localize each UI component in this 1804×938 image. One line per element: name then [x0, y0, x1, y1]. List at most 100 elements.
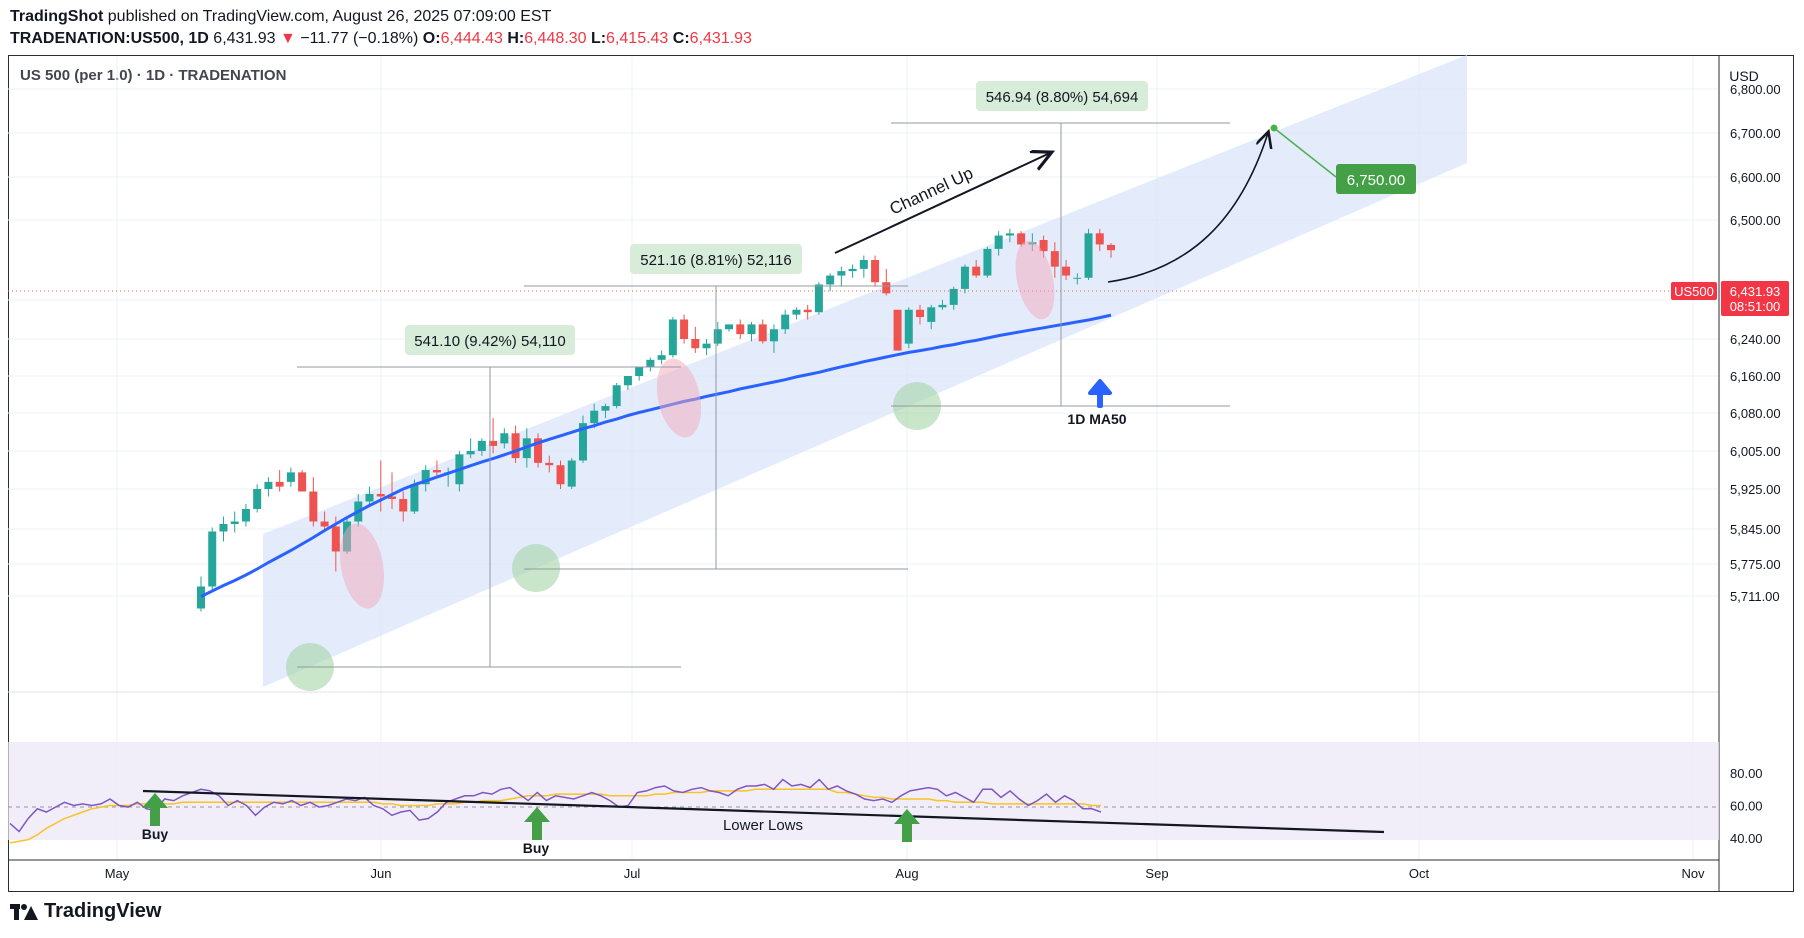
candle-body — [994, 235, 1003, 249]
candle-body — [848, 268, 857, 272]
candle-body — [286, 472, 295, 482]
symbol-badge — [1671, 282, 1717, 300]
rsi-axis[interactable]: 80.00 60.00 40.00 — [1730, 766, 1763, 846]
candle-body — [590, 410, 599, 424]
price-badge-value: 6,431.93 — [1730, 284, 1781, 299]
high-value: 6,448.30 — [524, 30, 587, 47]
candle-body — [399, 499, 408, 512]
candle-body — [264, 481, 273, 489]
candle-body — [1084, 233, 1093, 278]
bottom-highlight-2 — [512, 544, 560, 592]
candle-body — [803, 309, 812, 313]
buy-label-2: Buy — [523, 840, 550, 856]
symbol-badge-text: US500 — [1674, 284, 1714, 299]
tradingview-logo-text: TradingView — [44, 900, 162, 922]
candle-body — [432, 470, 441, 473]
publish-text: published on TradingView.com, August 26,… — [107, 8, 552, 25]
ma50-label: 1D MA50 — [1067, 411, 1126, 427]
candle-body — [646, 359, 655, 367]
price-tick-label: 5,711.00 — [1730, 589, 1780, 604]
candle-body — [668, 319, 677, 356]
candle-body — [859, 260, 868, 269]
candle-body — [927, 307, 936, 322]
candle-body — [747, 324, 756, 335]
lower-lows-trendline — [142, 789, 1385, 834]
candle-body — [781, 314, 790, 330]
time-axis[interactable]: May Jun Jul Aug Sep Oct Nov — [105, 866, 1705, 881]
price-tick-label: 6,080.00 — [1730, 406, 1781, 421]
candle-body — [916, 309, 925, 318]
candle-body — [657, 355, 666, 360]
candle-body — [983, 248, 992, 276]
top-highlight-1 — [340, 523, 384, 609]
candle-body — [949, 288, 958, 305]
open-value: 6,444.43 — [440, 30, 503, 47]
candle-body — [814, 284, 823, 313]
candle-body — [500, 433, 509, 444]
measure-tool-3[interactable] — [891, 122, 1230, 407]
top-highlight-2 — [656, 358, 702, 438]
low-label: L: — [590, 30, 607, 47]
candle-body — [601, 406, 610, 411]
chart-header: TradingShot published on TradingView.com… — [10, 6, 752, 50]
measure-label-3: 546.94 (8.80%) 54,694 — [986, 89, 1139, 106]
low-value: 6,415.43 — [606, 30, 669, 47]
measure-tool-1[interactable] — [297, 366, 681, 668]
candle-body — [612, 385, 621, 407]
projection-curve — [1107, 133, 1268, 283]
top-highlight-3 — [1015, 240, 1055, 320]
candle-body — [702, 343, 711, 349]
measure-tool-2[interactable] — [524, 285, 908, 570]
grid-lines — [8, 57, 1719, 859]
candle-body — [241, 509, 250, 522]
chart-frame — [8, 55, 1794, 892]
candle-body — [466, 451, 475, 455]
rsi-ma-line — [9, 788, 1101, 844]
candle-body — [882, 282, 891, 294]
candle-body — [826, 275, 835, 285]
price-tick-label: 5,845.00 — [1730, 522, 1781, 537]
candle-body — [376, 494, 385, 497]
candle-body — [1107, 244, 1115, 251]
time-tick-label: Jun — [371, 866, 392, 881]
high-label: H: — [507, 30, 525, 47]
tradingview-logo[interactable]: TradingView — [10, 900, 161, 923]
target-box — [1336, 164, 1416, 194]
candle-body — [960, 266, 969, 289]
candle-body — [253, 489, 262, 509]
measure-box-3 — [976, 81, 1148, 111]
price-badge — [1721, 281, 1789, 316]
candle-body — [1039, 240, 1048, 252]
rsi-tick-label: 40.00 — [1730, 831, 1763, 846]
buy-arrow-icon-1 — [142, 793, 168, 826]
price-tick-label: 6,005.00 — [1730, 444, 1781, 459]
change-arrow-icon: ▼ — [280, 30, 296, 47]
publish-line: TradingShot published on TradingView.com… — [10, 6, 752, 28]
time-tick-label: Jul — [624, 866, 641, 881]
candle-body — [893, 309, 902, 351]
price-tick-label: 5,775.00 — [1730, 557, 1781, 572]
price-tick-label: 6,160.00 — [1730, 369, 1781, 384]
candle-body — [1095, 233, 1104, 245]
tradingview-logo-icon — [10, 903, 38, 920]
candle-body — [320, 521, 329, 527]
price-axis[interactable]: 6,800.006,700.006,600.006,500.006,320.00… — [1730, 82, 1781, 604]
channel-up-band — [263, 55, 1467, 687]
currency-label[interactable]: USD — [1729, 68, 1759, 84]
candle-body — [208, 531, 217, 587]
candle-body — [623, 376, 632, 386]
candle-body — [578, 423, 587, 461]
candle-body — [904, 309, 913, 344]
time-tick-label: May — [105, 866, 130, 881]
rsi-tick-label: 80.00 — [1730, 766, 1763, 781]
publisher-name[interactable]: TradingShot — [10, 8, 104, 25]
time-tick-label: Nov — [1681, 866, 1705, 881]
candle-body — [556, 465, 565, 485]
candle-body — [972, 266, 981, 276]
symbol-interval: TRADENATION:US500, 1D — [10, 30, 209, 47]
buy-label-1: Buy — [142, 826, 169, 842]
candle-body — [567, 460, 576, 487]
candle-body — [365, 494, 374, 502]
candle-body — [1017, 233, 1026, 245]
